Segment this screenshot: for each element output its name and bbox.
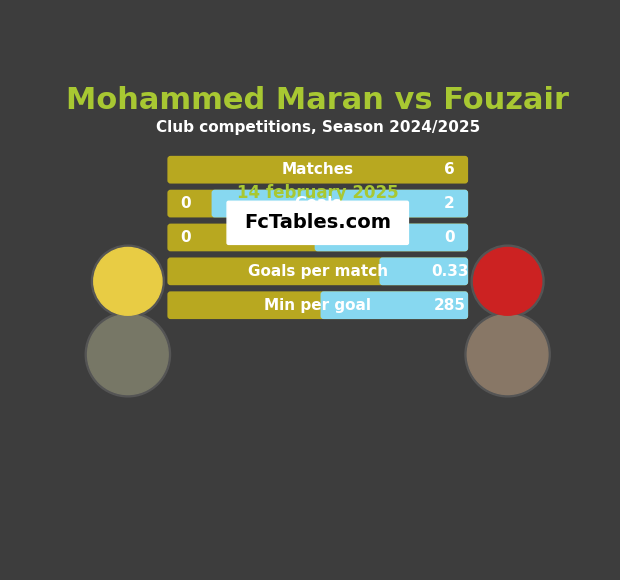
Text: 285: 285 xyxy=(433,298,466,313)
FancyBboxPatch shape xyxy=(167,291,468,319)
Text: Hattricks: Hattricks xyxy=(278,230,357,245)
Text: 14 february 2025: 14 february 2025 xyxy=(237,184,399,202)
Circle shape xyxy=(467,314,548,394)
FancyBboxPatch shape xyxy=(211,190,468,218)
FancyBboxPatch shape xyxy=(167,156,468,183)
Circle shape xyxy=(465,312,551,397)
Text: Matches: Matches xyxy=(281,162,354,177)
Text: 0: 0 xyxy=(444,230,455,245)
FancyBboxPatch shape xyxy=(167,258,468,285)
FancyBboxPatch shape xyxy=(227,201,409,244)
Circle shape xyxy=(474,248,542,316)
Text: 0.33: 0.33 xyxy=(431,264,468,279)
Text: 6: 6 xyxy=(444,162,455,177)
Text: 0: 0 xyxy=(180,230,192,245)
Text: 2: 2 xyxy=(444,196,455,211)
Text: 0: 0 xyxy=(180,196,192,211)
FancyBboxPatch shape xyxy=(167,190,468,218)
FancyBboxPatch shape xyxy=(167,224,468,251)
FancyBboxPatch shape xyxy=(321,291,468,319)
Text: Mohammed Maran vs Fouzair: Mohammed Maran vs Fouzair xyxy=(66,86,569,115)
Text: Club competitions, Season 2024/2025: Club competitions, Season 2024/2025 xyxy=(156,120,480,135)
Circle shape xyxy=(471,245,544,317)
Circle shape xyxy=(92,245,164,317)
FancyBboxPatch shape xyxy=(314,224,468,251)
Text: FcTables.com: FcTables.com xyxy=(244,213,391,233)
Circle shape xyxy=(86,312,170,397)
Text: Goals: Goals xyxy=(294,196,342,211)
Circle shape xyxy=(87,314,168,394)
FancyBboxPatch shape xyxy=(379,258,468,285)
Text: Min per goal: Min per goal xyxy=(264,298,371,313)
Text: Goals per match: Goals per match xyxy=(247,264,388,279)
Circle shape xyxy=(94,248,162,316)
